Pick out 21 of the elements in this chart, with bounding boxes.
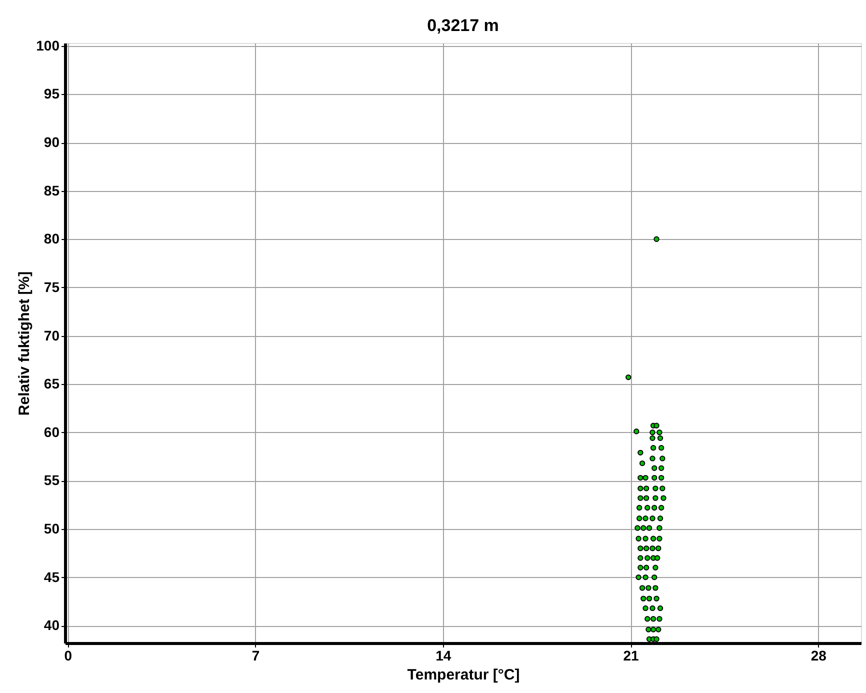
x-tick-label: 14	[436, 648, 452, 664]
y-tick-label: 60	[44, 424, 60, 440]
y-tick-label: 90	[44, 134, 60, 150]
y-tick-label: 85	[44, 182, 60, 198]
y-tick-label: 45	[44, 568, 60, 585]
x-tick-label: 21	[623, 648, 640, 664]
y-tick-label: 70	[44, 327, 60, 344]
x-tick-label: 0	[64, 648, 72, 664]
y-tick-label: 100	[36, 37, 60, 54]
y-axis-title: Relativ fuktighet [%]	[16, 271, 34, 416]
y-tick-label: 50	[44, 520, 60, 536]
y-tick-label: 95	[44, 86, 60, 102]
x-tick-label: 28	[810, 648, 827, 664]
y-tick-label: 75	[44, 278, 60, 295]
x-axis-title: Temperatur [°C]	[407, 666, 520, 684]
y-tick-label: 55	[44, 472, 60, 488]
y-tick-label: 40	[44, 617, 60, 634]
y-tick-label: 80	[44, 230, 60, 247]
chart-title: 0,3217 m	[427, 16, 499, 35]
x-tick-label: 7	[252, 648, 260, 664]
y-tick-label: 65	[44, 376, 60, 392]
